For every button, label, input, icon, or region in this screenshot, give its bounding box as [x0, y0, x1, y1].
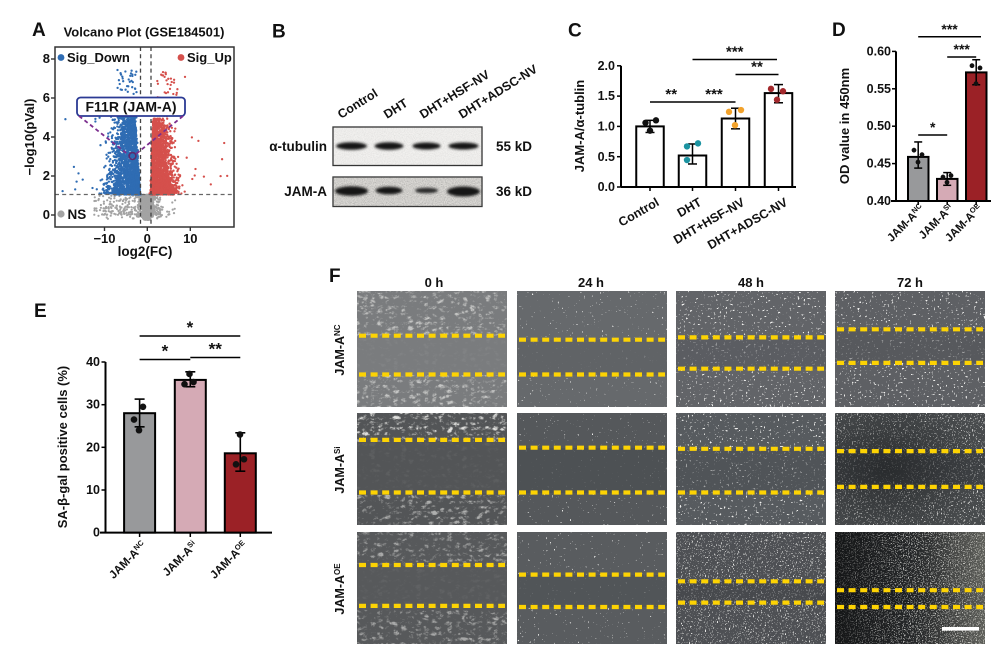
svg-text:Volcano Plot (GSE184501): Volcano Plot (GSE184501): [64, 25, 225, 40]
svg-text:A: A: [32, 20, 46, 41]
